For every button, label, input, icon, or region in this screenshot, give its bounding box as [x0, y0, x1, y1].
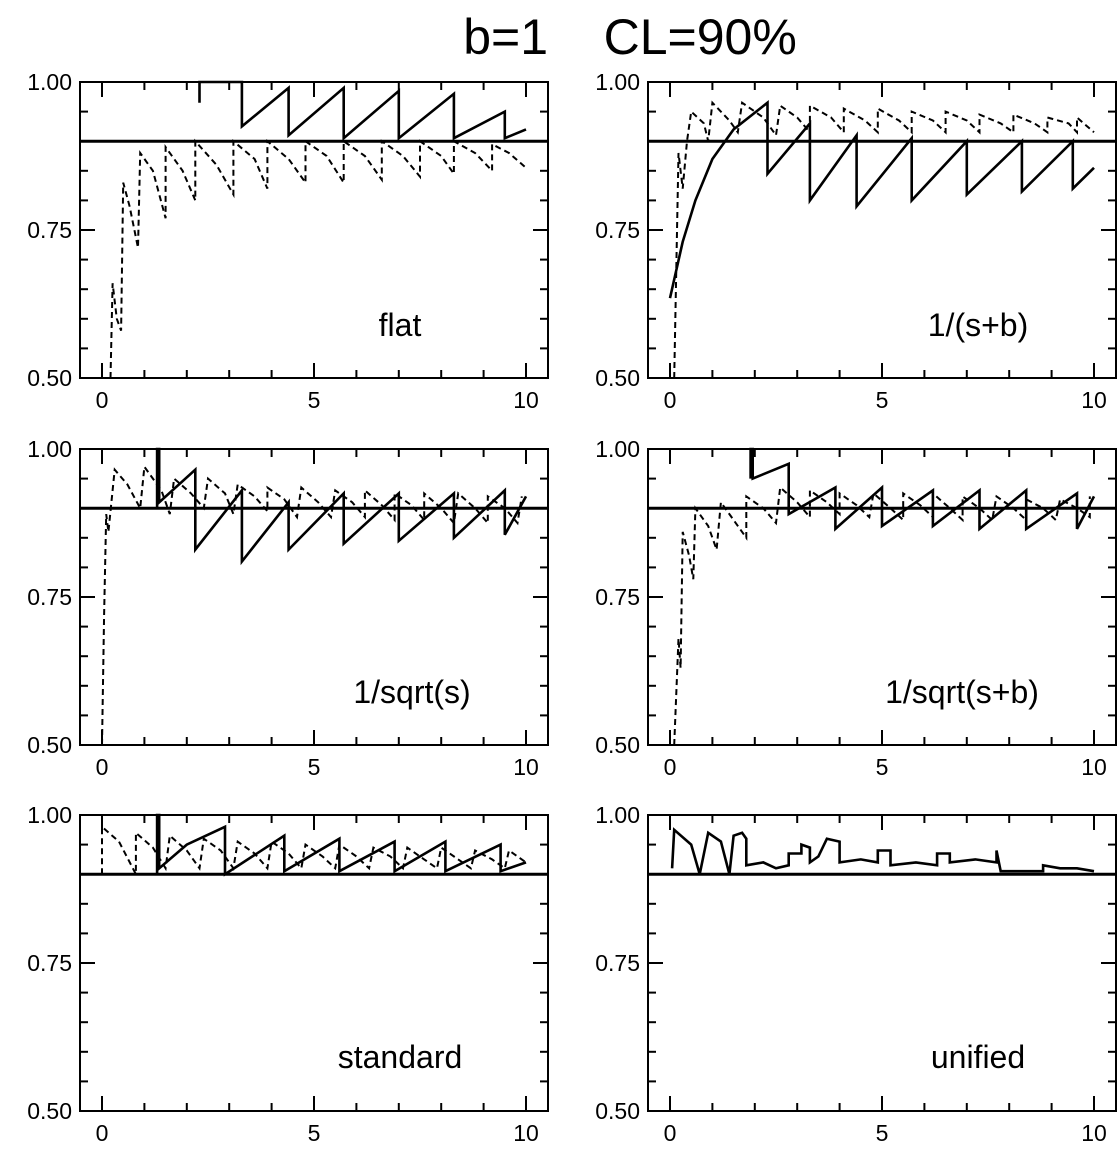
- plot-frame: [647, 81, 1117, 379]
- x-tick-label: 0: [664, 754, 677, 780]
- x-tick-label: 0: [664, 1120, 677, 1146]
- chart-panels: 0 5 10 0.50 0.75 1.00 flat 0 5 10 0.50 0.75 1.00 1/(s…: [27, 69, 1117, 1146]
- x-tick-label: 10: [513, 387, 539, 413]
- x-tick-label: 10: [1081, 1120, 1107, 1146]
- plot-frame: [79, 448, 549, 746]
- y-tick-label: 0.50: [27, 1098, 72, 1124]
- y-tick-label: 0.50: [595, 365, 640, 391]
- series-line-dashed: [673, 100, 1095, 379]
- x-tick-label: 10: [1081, 387, 1107, 413]
- y-tick-label: 0.75: [27, 950, 72, 976]
- y-tick-label: 1.00: [595, 436, 640, 462]
- x-tick-label: 5: [308, 754, 321, 780]
- series-line-solid: [155, 447, 528, 566]
- y-tick-label: 0.75: [27, 584, 72, 610]
- panel-label: 1/sqrt(s): [353, 674, 470, 710]
- figure-title: b=1 CL=90%: [463, 9, 797, 65]
- y-tick-label: 1.00: [595, 802, 640, 828]
- y-tick-label: 0.75: [595, 950, 640, 976]
- x-tick-label: 10: [1081, 754, 1107, 780]
- y-tick-label: 0.50: [27, 732, 72, 758]
- chart-panel: 0 5 10 0.50 0.75 1.00 unified: [595, 802, 1117, 1146]
- x-tick-label: 0: [96, 754, 109, 780]
- chart-panel: 0 5 10 0.50 0.75 1.00 standard: [27, 802, 549, 1146]
- x-tick-label: 5: [308, 387, 321, 413]
- series-line-dashed: [101, 824, 527, 875]
- chart-panel: 0 5 10 0.50 0.75 1.00 1/sqrt(s): [27, 436, 549, 780]
- x-tick-label: 5: [876, 387, 889, 413]
- y-tick-label: 1.00: [27, 436, 72, 462]
- x-tick-label: 0: [96, 1120, 109, 1146]
- chart-panel: 0 5 10 0.50 0.75 1.00 flat: [27, 69, 549, 413]
- panel-label: 1/sqrt(s+b): [885, 674, 1039, 710]
- y-tick-label: 0.50: [595, 1098, 640, 1124]
- series-line-solid: [198, 80, 527, 142]
- chart-panel: 0 5 10 0.50 0.75 1.00 1/(s+b): [595, 69, 1117, 413]
- plot-frame: [79, 814, 549, 1112]
- y-tick-label: 0.75: [27, 217, 72, 243]
- y-tick-label: 0.75: [595, 217, 640, 243]
- plot-frame: [647, 814, 1117, 1112]
- x-tick-label: 0: [96, 387, 109, 413]
- y-tick-label: 0.50: [595, 732, 640, 758]
- series-line-solid: [668, 100, 1095, 299]
- y-tick-label: 0.50: [27, 365, 72, 391]
- series-line-solid: [749, 447, 1096, 532]
- panel-label: flat: [379, 307, 422, 343]
- panel-label: unified: [931, 1039, 1025, 1075]
- chart-panel: 0 5 10 0.50 0.75 1.00 1/sqrt(s+b): [595, 436, 1117, 780]
- x-tick-label: 10: [513, 754, 539, 780]
- series-line-dashed: [673, 485, 1091, 746]
- panel-label: standard: [338, 1039, 463, 1075]
- y-tick-label: 1.00: [27, 69, 72, 95]
- x-tick-label: 0: [664, 387, 677, 413]
- y-tick-label: 1.00: [595, 69, 640, 95]
- series-line-dashed: [101, 464, 523, 746]
- x-tick-label: 5: [308, 1120, 321, 1146]
- y-tick-label: 0.75: [595, 584, 640, 610]
- x-tick-label: 10: [513, 1120, 539, 1146]
- series-line-dashed: [109, 138, 527, 379]
- x-tick-label: 5: [876, 1120, 889, 1146]
- y-tick-label: 1.00: [27, 802, 72, 828]
- series-line-solid: [670, 827, 1095, 875]
- panel-label: 1/(s+b): [928, 307, 1028, 343]
- x-tick-label: 5: [876, 754, 889, 780]
